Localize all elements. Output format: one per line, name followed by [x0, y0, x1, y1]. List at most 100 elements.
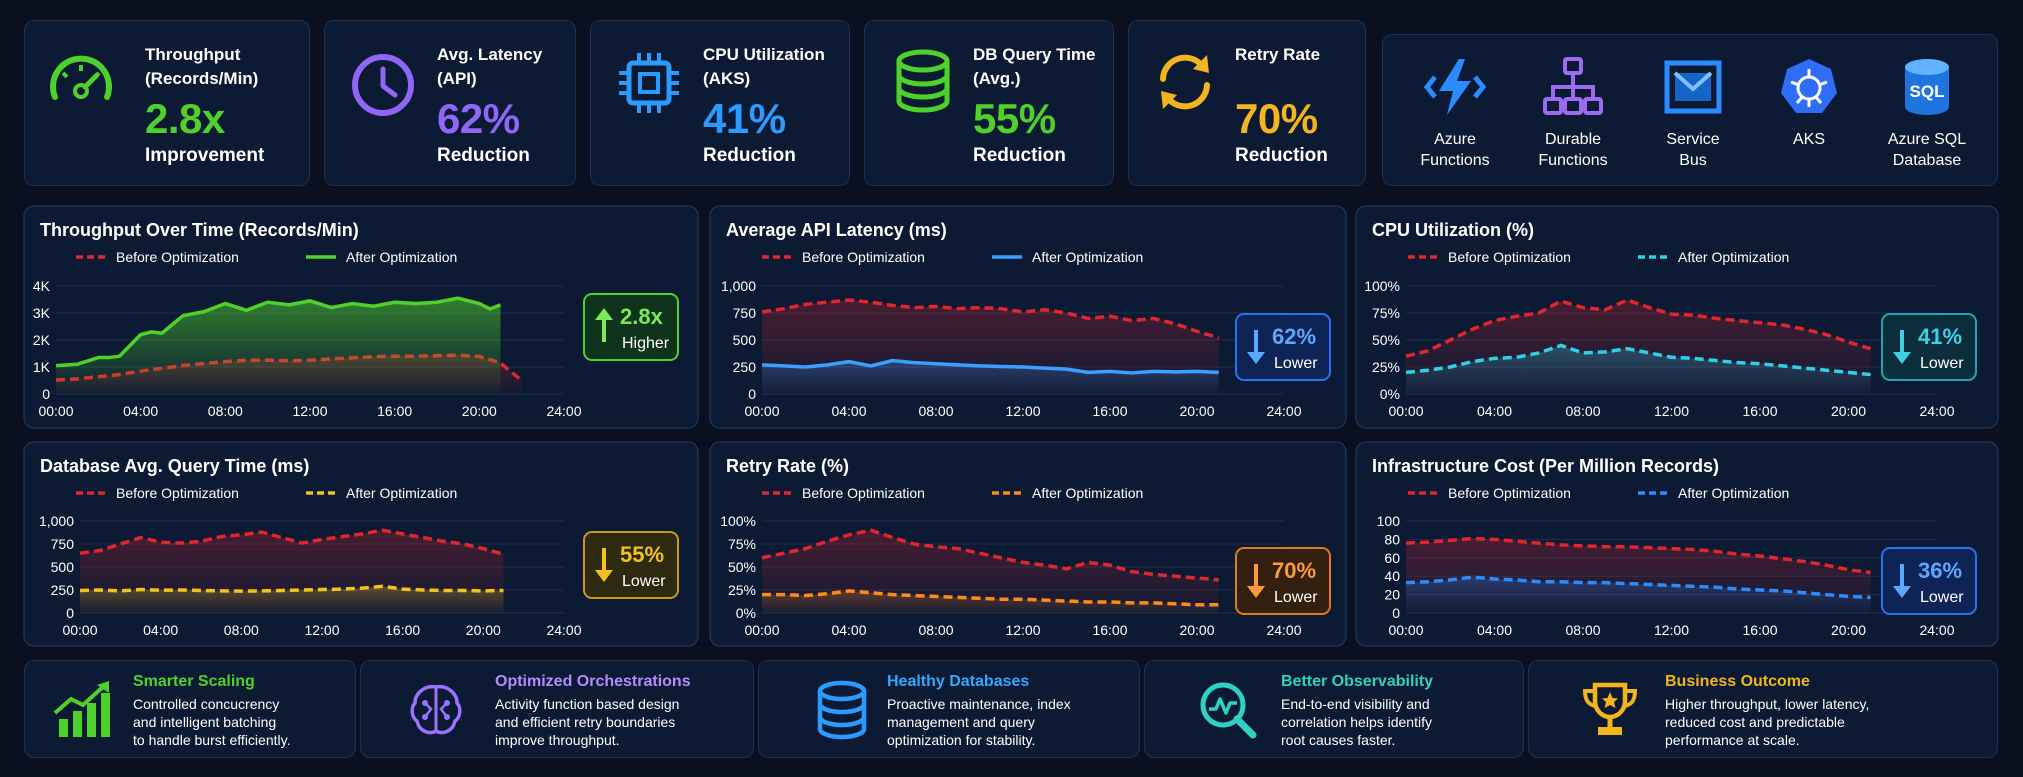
y-tick-label: 250: [733, 359, 757, 375]
badge-value: 2.8x: [620, 304, 664, 329]
x-tick-label: 24:00: [1266, 622, 1301, 638]
legend-after-label: After Optimization: [1678, 485, 1789, 501]
change-badge: 62% Lower: [1235, 313, 1331, 381]
change-badge: 55% Lower: [583, 531, 679, 599]
y-tick-label: 4K: [33, 278, 51, 294]
x-tick-label: 04:00: [123, 403, 158, 419]
kpi-label: Retry Rate: [1235, 43, 1320, 67]
service-azure-functions: Azure Functions: [1395, 55, 1515, 171]
series-before-line: [761, 528, 1219, 582]
badge-value: 62%: [1272, 324, 1316, 349]
x-tick-label: 12:00: [1654, 622, 1689, 638]
badge-subtext: Lower: [1274, 589, 1318, 606]
badge-subtext: Higher: [622, 335, 670, 352]
service-label-line2: Functions: [1538, 152, 1608, 169]
y-tick-label: 2K: [33, 332, 51, 348]
feature-title: Healthy Databases: [887, 673, 1030, 690]
x-tick-label: 00:00: [744, 622, 779, 638]
service-azure-sql: SQL Azure SQL Database: [1867, 55, 1987, 171]
y-tick-label: 75%: [1372, 305, 1400, 321]
legend-after-label: After Optimization: [1032, 249, 1143, 265]
kpi-card-throughput: Throughput (Records/Min) 2.8x Improvemen…: [24, 20, 310, 186]
x-tick-label: 04:00: [831, 403, 866, 419]
x-tick-label: 16:00: [1742, 403, 1777, 419]
series-area: [80, 586, 504, 613]
service-label: Azure SQL Database: [1867, 129, 1987, 171]
badge-subtext: Lower: [1274, 355, 1318, 372]
kpi-label: Throughput (Records/Min): [145, 43, 258, 91]
x-tick-label: 20:00: [1831, 622, 1866, 638]
series-area: [762, 590, 1219, 613]
kpi-card-retry-rate: Retry Rate 70% Reduction: [1128, 20, 1366, 186]
service-label-line1: AKS: [1792, 131, 1825, 148]
kpi-card-db-query: DB Query Time (Avg.) 55% Reduction: [864, 20, 1114, 186]
kpi-label-line2: (API): [437, 69, 477, 88]
badge-value: 70%: [1272, 558, 1316, 583]
x-tick-label: 00:00: [38, 403, 73, 419]
service-label-line1: Azure SQL: [1887, 131, 1967, 148]
feature-title: Smarter Scaling: [133, 673, 255, 690]
series-before-line: [1405, 298, 1872, 358]
service-label-line2: Bus: [1679, 152, 1707, 169]
x-tick-label: 12:00: [304, 622, 339, 638]
feature-description: Activity function based design and effic…: [495, 696, 680, 748]
change-badge: 41% Lower: [1881, 313, 1977, 381]
trophy-icon: [1582, 682, 1638, 735]
envelope-icon: [1664, 60, 1722, 114]
y-tick-label: 500: [733, 332, 757, 348]
x-tick-label: 20:00: [466, 622, 501, 638]
y-tick-label: 0: [748, 386, 756, 402]
kpi-value: 55%: [973, 95, 1056, 142]
badge-subtext: Lower: [622, 573, 666, 590]
feature-description: End-to-end visibility and correlation he…: [1281, 696, 1432, 748]
change-badge: 2.8x Higher: [583, 293, 679, 361]
service-service-bus: Service Bus: [1633, 55, 1753, 171]
series-area: [1406, 577, 1871, 613]
database-icon: [896, 49, 950, 113]
y-tick-label: 25%: [728, 582, 756, 598]
kpi-subtext: Improvement: [145, 145, 265, 166]
badge-value: 41%: [1918, 324, 1962, 349]
badge-frame: [1235, 313, 1331, 381]
series-area: [56, 298, 501, 394]
legend-before-label: Before Optimization: [1448, 485, 1571, 501]
feature-title: Better Observability: [1281, 673, 1434, 690]
x-tick-label: 00:00: [1388, 622, 1423, 638]
y-tick-label: 100: [1377, 513, 1401, 529]
feature-healthy-databases: Healthy Databases Proactive maintenance,…: [758, 660, 1140, 758]
x-tick-label: 24:00: [546, 403, 581, 419]
x-tick-label: 04:00: [143, 622, 178, 638]
x-tick-label: 00:00: [62, 622, 97, 638]
kpi-value: 2.8x: [145, 95, 225, 142]
arrow-down-icon: [595, 548, 613, 582]
kpi-label: DB Query Time (Avg.): [973, 43, 1096, 91]
feature-business-outcome: Business Outcome Higher throughput, lowe…: [1528, 660, 1998, 758]
service-durable-functions: Durable Functions: [1513, 55, 1633, 171]
kpi-subtext: Reduction: [973, 145, 1066, 166]
x-tick-label: 12:00: [1654, 403, 1689, 419]
legend-before-label: Before Optimization: [802, 485, 925, 501]
service-aks: AKS: [1749, 55, 1869, 150]
x-tick-label: 24:00: [1919, 403, 1954, 419]
y-tick-label: 0%: [736, 605, 756, 621]
magnifier-pulse-icon: [1200, 682, 1257, 739]
y-tick-label: 100%: [1364, 278, 1400, 294]
y-tick-label: 25%: [1372, 359, 1400, 375]
arrow-down-icon: [1247, 330, 1265, 364]
chart-4: Database Avg. Query Time (ms) Before Opti…: [23, 441, 699, 647]
series-area: [762, 360, 1219, 394]
database-stack-icon: [817, 680, 867, 740]
badge-value: 36%: [1918, 558, 1962, 583]
growth-chart-icon: [53, 681, 110, 737]
x-tick-label: 20:00: [1179, 403, 1214, 419]
y-tick-label: 3K: [33, 305, 51, 321]
sql-icon-text: SQL: [1910, 82, 1945, 101]
cpu-chip-icon: [619, 53, 679, 113]
service-label: Azure Functions: [1395, 129, 1515, 171]
arrow-down-icon: [1247, 564, 1265, 598]
feature-smarter-scaling: Smarter Scaling Controlled concucrency a…: [24, 660, 356, 758]
kpi-card-cpu: CPU Utilization (AKS) 41% Reduction: [590, 20, 850, 186]
badge-frame: [1235, 547, 1331, 615]
chart-title: Throughput Over Time (Records/Min): [40, 220, 359, 240]
chart-5: Retry Rate (%) Before Optimization After O…: [709, 441, 1347, 647]
